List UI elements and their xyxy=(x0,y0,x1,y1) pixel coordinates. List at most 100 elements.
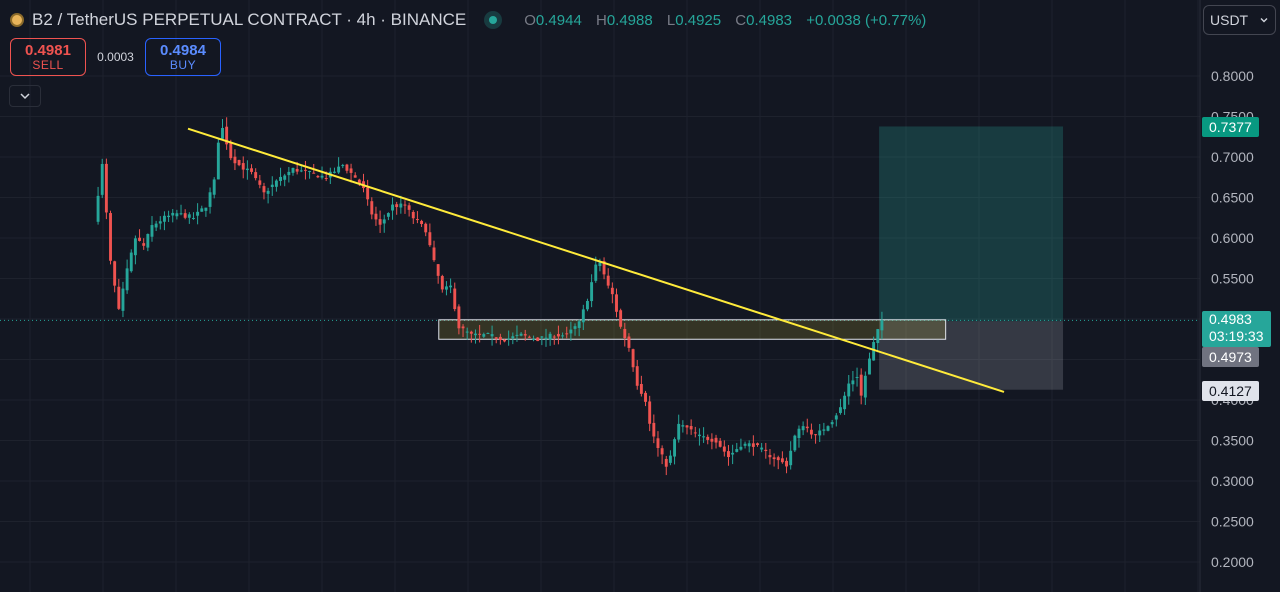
candle-body xyxy=(685,425,689,428)
bar-countdown: 03:19:33 xyxy=(1209,328,1264,344)
candle-body xyxy=(731,452,735,455)
candle-body xyxy=(498,336,502,340)
candle-body xyxy=(602,261,606,275)
candle-body xyxy=(192,217,195,219)
candle-body xyxy=(606,275,610,286)
candle-body xyxy=(465,331,469,333)
candle-body xyxy=(648,401,652,424)
candles xyxy=(96,117,884,476)
target-zone xyxy=(879,126,1064,322)
candle-body xyxy=(324,178,328,180)
candle-body xyxy=(760,447,764,450)
candle-body xyxy=(839,407,842,413)
candle-body xyxy=(556,333,560,337)
candle-body xyxy=(619,310,623,327)
candle-body xyxy=(847,383,851,397)
high-value: 0.4988 xyxy=(606,11,653,29)
candle-body xyxy=(855,376,859,378)
candle-body xyxy=(581,309,585,323)
candle-body xyxy=(772,457,776,460)
sell-button[interactable]: 0.4981 SELL xyxy=(10,38,86,76)
candle-body xyxy=(631,349,635,368)
candle-body xyxy=(382,219,386,224)
candle-body xyxy=(727,451,730,458)
position-tool xyxy=(0,126,1200,390)
candle-body xyxy=(295,168,299,172)
symbol-title[interactable]: B2 / TetherUS PERPETUAL CONTRACT · 4h · … xyxy=(32,10,467,29)
candle-body xyxy=(445,286,448,290)
candle-body xyxy=(424,223,428,233)
candle-body xyxy=(872,342,876,361)
candle-body xyxy=(507,338,511,340)
candle-body xyxy=(743,443,747,446)
price-tick-label: 0.7000 xyxy=(1211,149,1254,165)
low-label: L xyxy=(666,11,676,29)
candle-body xyxy=(478,333,482,335)
buy-button[interactable]: 0.4984 BUY xyxy=(145,38,221,76)
candle-body xyxy=(623,328,627,339)
candle-body xyxy=(357,179,361,184)
candle-body xyxy=(826,426,830,431)
candle-body xyxy=(216,142,220,180)
candle-body xyxy=(664,458,668,467)
price-tick-label: 0.6500 xyxy=(1211,190,1254,206)
candle-body xyxy=(262,186,266,193)
candle-body xyxy=(801,426,805,431)
candle-body xyxy=(113,261,117,286)
candle-body xyxy=(536,337,540,342)
candle-body xyxy=(714,437,718,443)
candle-body xyxy=(104,163,108,213)
collapse-legend-button[interactable] xyxy=(9,85,41,107)
target-price-tag: 0.7377 xyxy=(1202,117,1259,137)
price-tick-label: 0.8000 xyxy=(1211,68,1254,84)
candle-body xyxy=(494,337,498,339)
candle-body xyxy=(175,213,179,217)
candle-body xyxy=(469,331,473,334)
candle-body xyxy=(279,176,283,182)
candle-body xyxy=(668,455,672,463)
candle-body xyxy=(411,211,415,219)
candle-body xyxy=(660,448,664,455)
open-value: 0.4944 xyxy=(535,11,582,29)
candle-body xyxy=(154,223,158,228)
candle-body xyxy=(386,213,390,217)
candle-body xyxy=(291,167,295,173)
candle-body xyxy=(511,336,515,339)
candle-body xyxy=(586,300,589,310)
candle-body xyxy=(428,232,432,246)
candle-body xyxy=(718,440,722,447)
candle-body xyxy=(515,334,519,336)
candle-body xyxy=(573,326,577,329)
candle-body xyxy=(635,366,639,386)
price-tick-label: 0.3000 xyxy=(1211,473,1254,489)
candle-body xyxy=(780,458,784,463)
sell-label: SELL xyxy=(32,58,64,72)
candle-body xyxy=(158,221,162,224)
sell-price: 0.4981 xyxy=(25,42,71,59)
candle-body xyxy=(150,225,154,237)
chart-header: B2 / TetherUS PERPETUAL CONTRACT · 4h · … xyxy=(0,0,1180,40)
candle-body xyxy=(544,337,548,340)
candle-body xyxy=(316,175,320,178)
candle-body xyxy=(689,426,693,430)
candle-body xyxy=(370,201,374,215)
drawings xyxy=(187,127,1005,393)
candle-body xyxy=(312,172,316,174)
candle-body xyxy=(420,220,424,225)
chevron-down-icon xyxy=(1260,18,1268,23)
candle-body xyxy=(378,219,382,225)
candle-body xyxy=(859,374,863,396)
candle-body xyxy=(523,334,527,336)
stop-price-tag: 0.4127 xyxy=(1202,381,1259,401)
candle-body xyxy=(681,425,685,427)
price-tick-label: 0.5500 xyxy=(1211,271,1254,287)
candle-body xyxy=(610,287,614,295)
candle-body xyxy=(200,208,204,212)
candle-body xyxy=(482,334,486,337)
candle-body xyxy=(415,219,419,221)
candle-body xyxy=(822,429,826,431)
currency-select[interactable]: USDT xyxy=(1203,5,1276,35)
candle-body xyxy=(577,321,581,328)
low-value: 0.4925 xyxy=(675,11,722,29)
